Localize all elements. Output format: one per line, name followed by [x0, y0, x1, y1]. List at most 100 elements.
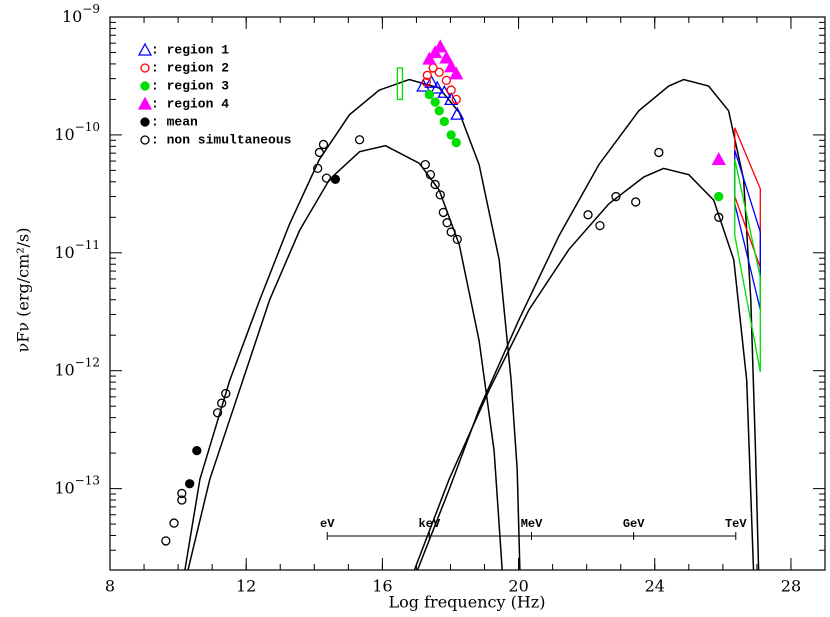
marker: [422, 51, 437, 65]
marker: [714, 212, 724, 222]
legend-marker: [140, 81, 150, 91]
x-tick-label: 28: [781, 577, 801, 596]
x-tick-label: 12: [236, 577, 256, 596]
y-tick-label: 10−11: [54, 237, 100, 261]
bowtie: [734, 159, 761, 372]
marker: [177, 488, 187, 499]
y-axis-label: νFν (erg/cm²/s): [14, 227, 33, 352]
plot-area: [161, 39, 761, 570]
marker: [654, 147, 664, 158]
y-tick-exponent: −13: [75, 473, 100, 487]
marker: [422, 70, 432, 80]
marker: [430, 179, 440, 190]
y-tick-base: 10: [54, 124, 74, 143]
marker: [439, 50, 454, 64]
x-tick-label: 24: [645, 577, 665, 596]
y-tick-exponent: −9: [82, 2, 100, 16]
marker: [313, 163, 323, 174]
model-curve: [416, 78, 760, 570]
energy-tick-label: MeV: [521, 517, 543, 531]
legend-marker: [137, 96, 153, 110]
y-tick-base: 10: [54, 242, 74, 261]
marker: [442, 218, 452, 228]
y-tick-exponent: −12: [75, 355, 100, 369]
model-curve: [413, 167, 755, 570]
marker: [425, 170, 436, 180]
x-tick-label: 8: [105, 577, 115, 596]
legend-label: : non simultaneous: [151, 132, 292, 147]
marker: [192, 445, 202, 456]
legend-label: : region 4: [151, 96, 229, 111]
x-tick-label: 16: [372, 577, 392, 596]
marker: [435, 190, 445, 200]
marker: [434, 106, 444, 116]
marker: [444, 92, 459, 106]
marker: [354, 135, 365, 145]
legend-marker: [140, 63, 150, 73]
marker: [631, 197, 641, 207]
marker: [177, 495, 187, 505]
marker: [433, 39, 448, 53]
energy-tick-label: keV: [419, 517, 441, 531]
marker: [434, 67, 444, 77]
marker: [449, 66, 464, 80]
y-tick-base: 10: [54, 360, 74, 379]
y-tick-exponent: −11: [75, 237, 100, 251]
marker: [161, 536, 171, 546]
marker: [424, 89, 435, 100]
marker: [446, 130, 456, 140]
marker: [439, 116, 449, 127]
y-tick-label: 10−10: [54, 119, 100, 143]
marker: [595, 220, 605, 231]
y-tick-base: 10: [54, 478, 74, 497]
marker: [711, 152, 726, 166]
marker: [451, 94, 461, 105]
legend-label: : region 1: [151, 42, 229, 57]
model-curve: [187, 144, 503, 570]
y-tick-label: 10−9: [62, 2, 100, 26]
energy-tick-label: TeV: [725, 517, 747, 531]
marker: [438, 207, 448, 218]
legend-label: : region 3: [151, 78, 229, 93]
marker: [314, 147, 325, 158]
marker: [217, 398, 227, 408]
marker: [420, 159, 430, 170]
marker: [611, 191, 621, 202]
marker: [441, 75, 452, 86]
marker: [446, 227, 456, 237]
model-curve: [184, 78, 521, 570]
energy-tick-label: eV: [320, 517, 335, 531]
y-tick-label: 10−12: [54, 355, 100, 379]
marker: [212, 408, 223, 418]
marker: [452, 234, 462, 245]
marker: [321, 173, 332, 183]
marker: [221, 388, 231, 399]
legend-marker: [137, 42, 153, 56]
marker: [450, 106, 465, 120]
flux-box: [396, 67, 404, 101]
marker: [446, 85, 456, 95]
legend-label: : region 2: [151, 60, 229, 75]
legend-label: : mean: [151, 114, 198, 129]
legend-marker: [140, 117, 150, 127]
legend-marker: [140, 135, 150, 145]
marker: [583, 210, 593, 220]
x-axis-label: Log frequency (Hz): [389, 593, 546, 612]
marker: [444, 59, 459, 73]
marker: [424, 74, 439, 88]
marker: [185, 479, 195, 489]
energy-tick-label: GeV: [623, 517, 645, 531]
marker: [451, 137, 461, 148]
marker: [430, 80, 445, 94]
plot-frame: [109, 16, 826, 571]
y-tick-exponent: −10: [75, 119, 100, 133]
marker: [714, 191, 724, 202]
x-tick-label: 20: [508, 577, 528, 596]
y-tick-label: 10−13: [54, 473, 100, 497]
marker: [330, 174, 341, 184]
marker: [421, 77, 431, 87]
y-tick-base: 10: [62, 7, 82, 26]
marker: [318, 139, 329, 150]
marker: [169, 518, 179, 528]
